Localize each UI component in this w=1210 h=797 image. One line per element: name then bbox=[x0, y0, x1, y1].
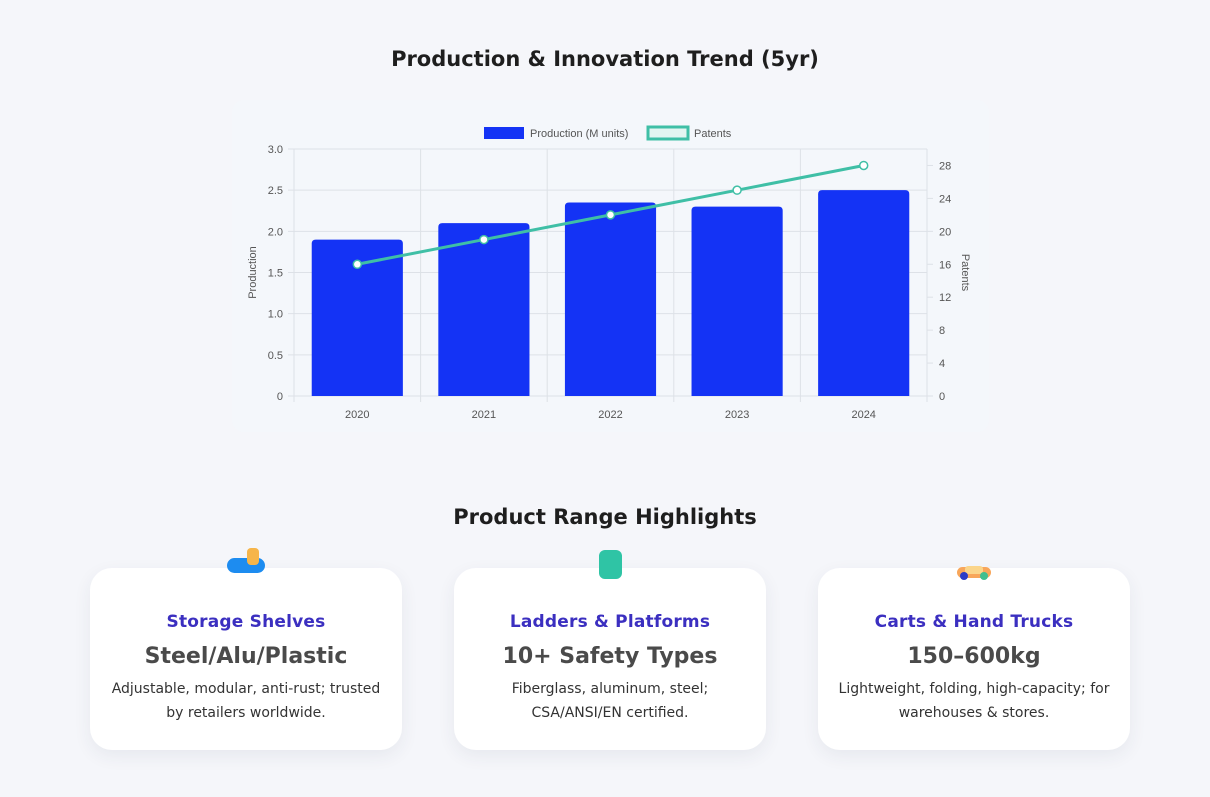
chart-card: 0 0.5 1.0 1.5 2.0 2.5 3.0 0 4 8 12 16 20 24 28 Producti… bbox=[232, 100, 989, 432]
patents-point-2023 bbox=[732, 185, 742, 195]
bar-2022 bbox=[564, 202, 657, 396]
y-left-tick-label: 0.5 bbox=[268, 350, 283, 362]
bar-2024 bbox=[818, 190, 910, 396]
x-tick-label: 2022 bbox=[598, 409, 622, 421]
card-desc: Lightweight, folding, high-capacity; for… bbox=[838, 681, 1110, 721]
y-right-tick-label: 16 bbox=[939, 259, 951, 271]
y-left-tick-label: 0 bbox=[277, 391, 283, 403]
bar-2021 bbox=[438, 223, 530, 396]
card-ladders-platforms: Ladders & Platforms 10+ Safety Types Fib… bbox=[454, 568, 766, 750]
y-left-tick-label: 3.0 bbox=[268, 144, 283, 156]
legend-swatch-production bbox=[484, 127, 524, 139]
y-right-tick-label: 20 bbox=[939, 226, 951, 238]
bar-2020 bbox=[311, 239, 403, 396]
card-desc: Fiberglass, aluminum, steel; CSA/ANSI/EN… bbox=[511, 681, 709, 721]
patents-point-2024 bbox=[858, 160, 869, 171]
legend-label-patents: Patents bbox=[694, 128, 732, 140]
y-right-tick-label: 8 bbox=[939, 325, 945, 337]
bar-2023 bbox=[691, 206, 783, 396]
y-left-tick-label: 1.0 bbox=[268, 309, 283, 321]
y-right-tick-label: 12 bbox=[939, 292, 951, 304]
card-title: Ladders & Platforms bbox=[509, 612, 711, 632]
card-carts-hand-trucks: Carts & Hand Trucks 150–600kg Lightweigh… bbox=[818, 568, 1130, 750]
shelf-icon bbox=[227, 548, 265, 573]
card-desc: Adjustable, modular, anti-rust; trusted … bbox=[111, 681, 381, 721]
patents-point-2022 bbox=[605, 210, 616, 220]
range-section-title: Product Range Highlights bbox=[453, 505, 757, 529]
ladder-icon bbox=[599, 550, 622, 579]
legend-label-production: Production (M units) bbox=[530, 128, 628, 140]
y-left-axis-label: Production bbox=[247, 246, 259, 299]
x-tick-label: 2023 bbox=[725, 409, 749, 421]
y-right-tick-label: 24 bbox=[939, 193, 951, 205]
cart-icon bbox=[957, 566, 991, 580]
production-chart: 00.51.01.52.02.53.00481216202428Producti… bbox=[247, 125, 971, 421]
x-tick-label: 2020 bbox=[345, 409, 369, 421]
chart-section-title: Production & Innovation Trend (5yr) bbox=[391, 47, 819, 71]
y-right-tick-label: 0 bbox=[939, 391, 945, 403]
y-right-tick-label: 28 bbox=[939, 160, 951, 172]
y-left-tick-label: 1.5 bbox=[268, 268, 283, 280]
x-tick-label: 2024 bbox=[851, 409, 875, 421]
card-value: 10+ Safety Types bbox=[502, 644, 718, 669]
patents-point-2021 bbox=[479, 234, 489, 245]
card-title: Carts & Hand Trucks bbox=[874, 612, 1074, 632]
card-title: Storage Shelves bbox=[166, 612, 326, 632]
patents-point-2020 bbox=[352, 259, 363, 270]
y-left-tick-label: 2.5 bbox=[268, 185, 283, 197]
card-storage-shelves: Storage Shelves Steel/Alu/Plastic Adjust… bbox=[90, 568, 402, 750]
card-value: Steel/Alu/Plastic bbox=[144, 644, 348, 669]
card-value: 150–600kg bbox=[907, 644, 1041, 669]
y-left-tick-label: 2.0 bbox=[268, 226, 283, 238]
y-right-tick-label: 4 bbox=[939, 358, 945, 370]
y-right-axis-label: Patents bbox=[959, 254, 971, 292]
legend-swatch-patents bbox=[646, 125, 690, 141]
x-tick-label: 2021 bbox=[472, 409, 496, 421]
